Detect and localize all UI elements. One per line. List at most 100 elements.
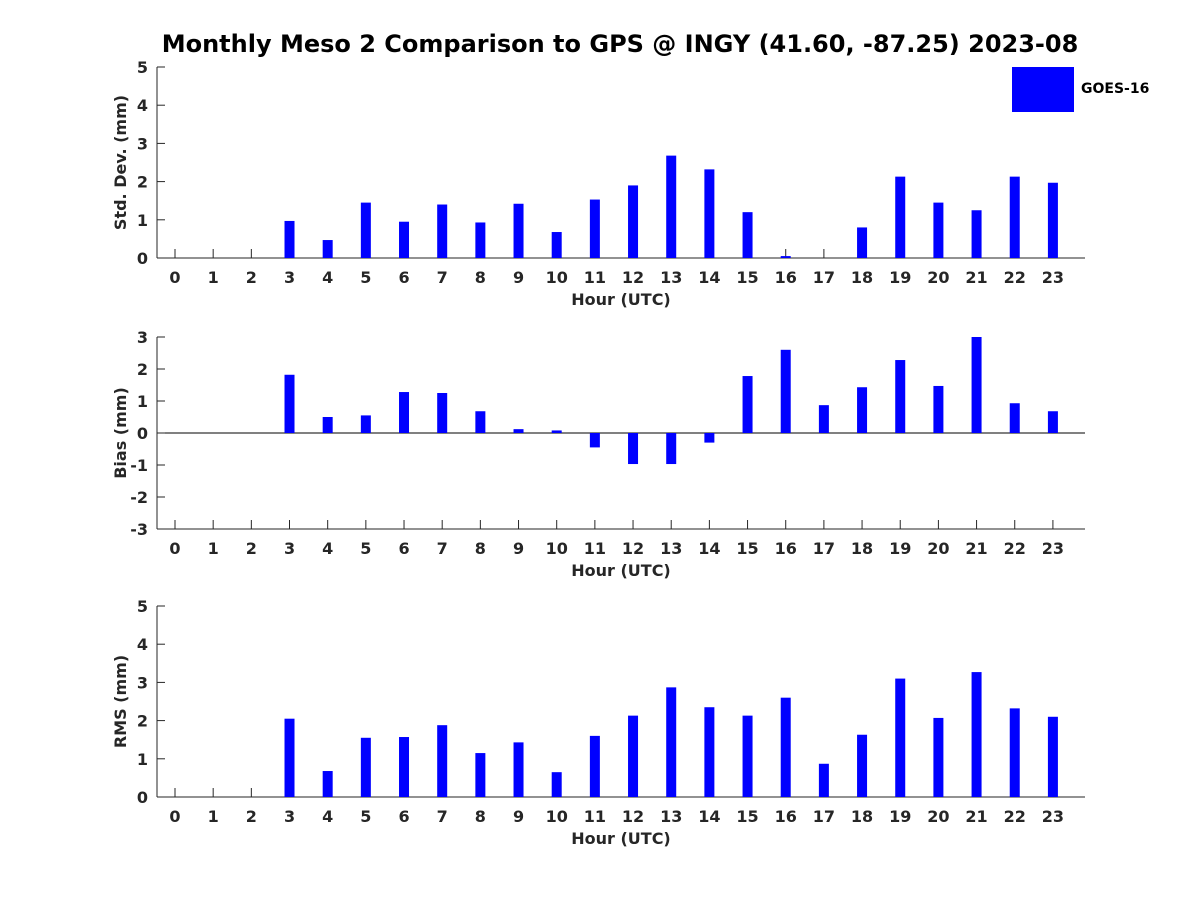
bar-hour-20 xyxy=(933,202,944,258)
bar-hour-23 xyxy=(1047,716,1058,797)
x-tick-label: 7 xyxy=(437,539,448,558)
bar-hour-10 xyxy=(551,772,562,797)
bar-hour-9 xyxy=(513,429,524,433)
bar-hour-21 xyxy=(971,337,982,433)
bar-hour-16 xyxy=(780,349,791,433)
x-tick-label: 14 xyxy=(698,807,720,826)
bar-hour-18 xyxy=(857,734,868,797)
x-tick-label: 21 xyxy=(965,807,987,826)
y-tick-label: 1 xyxy=(137,750,148,769)
x-tick-label: 1 xyxy=(208,268,219,287)
y-tick-label: 4 xyxy=(137,96,148,115)
bar-hour-8 xyxy=(475,222,486,258)
x-tick-label: 21 xyxy=(965,539,987,558)
bar-hour-19 xyxy=(895,176,906,258)
bar-hour-13 xyxy=(666,687,677,797)
bar-hour-4 xyxy=(322,240,333,258)
x-tick-label: 3 xyxy=(284,268,295,287)
bar-hour-15 xyxy=(742,715,753,797)
x-tick-label: 6 xyxy=(398,539,409,558)
bar-hour-13 xyxy=(666,155,677,258)
bar-hour-7 xyxy=(437,204,448,258)
x-tick-label: 6 xyxy=(398,268,409,287)
x-tick-label: 19 xyxy=(889,539,911,558)
y-tick-label: -2 xyxy=(130,488,148,507)
x-tick-label: 17 xyxy=(813,539,835,558)
x-tick-label: 17 xyxy=(813,268,835,287)
x-tick-label: 10 xyxy=(546,539,568,558)
bar-hour-17 xyxy=(818,763,829,797)
bar-hour-13 xyxy=(666,433,677,465)
bar-hour-6 xyxy=(399,392,410,433)
x-tick-label: 23 xyxy=(1042,539,1064,558)
bar-hour-23 xyxy=(1047,182,1058,258)
x-tick-label: 22 xyxy=(1004,539,1026,558)
y-tick-label: 1 xyxy=(137,211,148,230)
bar-hour-18 xyxy=(857,387,868,433)
bar-hour-5 xyxy=(360,737,371,797)
legend-label: GOES-16 xyxy=(1081,81,1150,97)
x-tick-label: 11 xyxy=(584,539,606,558)
y-tick-label: 3 xyxy=(137,673,148,692)
x-tick-label: 2 xyxy=(246,807,257,826)
bar-hour-23 xyxy=(1047,411,1058,433)
y-tick-label: 0 xyxy=(137,424,148,443)
bar-hour-11 xyxy=(589,433,600,448)
x-tick-label: 15 xyxy=(736,807,758,826)
x-tick-label: 15 xyxy=(736,268,758,287)
x-tick-label: 7 xyxy=(437,268,448,287)
y-tick-label: 5 xyxy=(137,58,148,77)
x-tick-label: 8 xyxy=(475,539,486,558)
bar-hour-20 xyxy=(933,717,944,797)
x-tick-label: 9 xyxy=(513,539,524,558)
x-tick-label: 5 xyxy=(360,268,371,287)
bar-hour-14 xyxy=(704,169,715,258)
x-tick-label: 18 xyxy=(851,539,873,558)
y-tick-label: 2 xyxy=(137,173,148,192)
bar-hour-3 xyxy=(284,374,295,433)
bar-hour-18 xyxy=(857,227,868,258)
x-tick-label: 11 xyxy=(584,268,606,287)
bar-hour-5 xyxy=(360,202,371,258)
bar-hour-14 xyxy=(704,707,715,797)
bar-hour-19 xyxy=(895,360,906,433)
x-tick-label: 5 xyxy=(360,807,371,826)
x-tick-label: 20 xyxy=(927,539,949,558)
bar-hour-16 xyxy=(780,256,791,258)
x-tick-label: 6 xyxy=(398,807,409,826)
bar-hour-6 xyxy=(399,737,410,797)
bar-hour-19 xyxy=(895,678,906,797)
x-tick-label: 1 xyxy=(208,539,219,558)
x-tick-label: 20 xyxy=(927,268,949,287)
x-tick-label: 4 xyxy=(322,268,333,287)
x-tick-label: 3 xyxy=(284,807,295,826)
y-tick-label: 4 xyxy=(137,635,148,654)
bar-hour-15 xyxy=(742,212,753,258)
x-tick-label: 16 xyxy=(775,268,797,287)
x-tick-label: 8 xyxy=(475,807,486,826)
y-tick-label: 2 xyxy=(137,360,148,379)
bar-hour-12 xyxy=(628,433,639,465)
x-tick-label: 4 xyxy=(322,539,333,558)
bar-hour-10 xyxy=(551,232,562,258)
bar-hour-11 xyxy=(589,735,600,797)
bar-hour-21 xyxy=(971,210,982,258)
x-tick-label: 18 xyxy=(851,807,873,826)
x-tick-label: 10 xyxy=(546,807,568,826)
bar-hour-8 xyxy=(475,753,486,797)
x-tick-label: 18 xyxy=(851,268,873,287)
bar-hour-11 xyxy=(589,199,600,258)
bar-hour-4 xyxy=(322,771,333,797)
x-tick-label: 3 xyxy=(284,539,295,558)
y-tick-label: 3 xyxy=(137,134,148,153)
x-tick-label: 0 xyxy=(169,268,180,287)
x-tick-label: 16 xyxy=(775,539,797,558)
x-tick-label: 1 xyxy=(208,807,219,826)
x-tick-label: 22 xyxy=(1004,268,1026,287)
bar-hour-17 xyxy=(818,405,829,433)
x-tick-label: 2 xyxy=(246,268,257,287)
